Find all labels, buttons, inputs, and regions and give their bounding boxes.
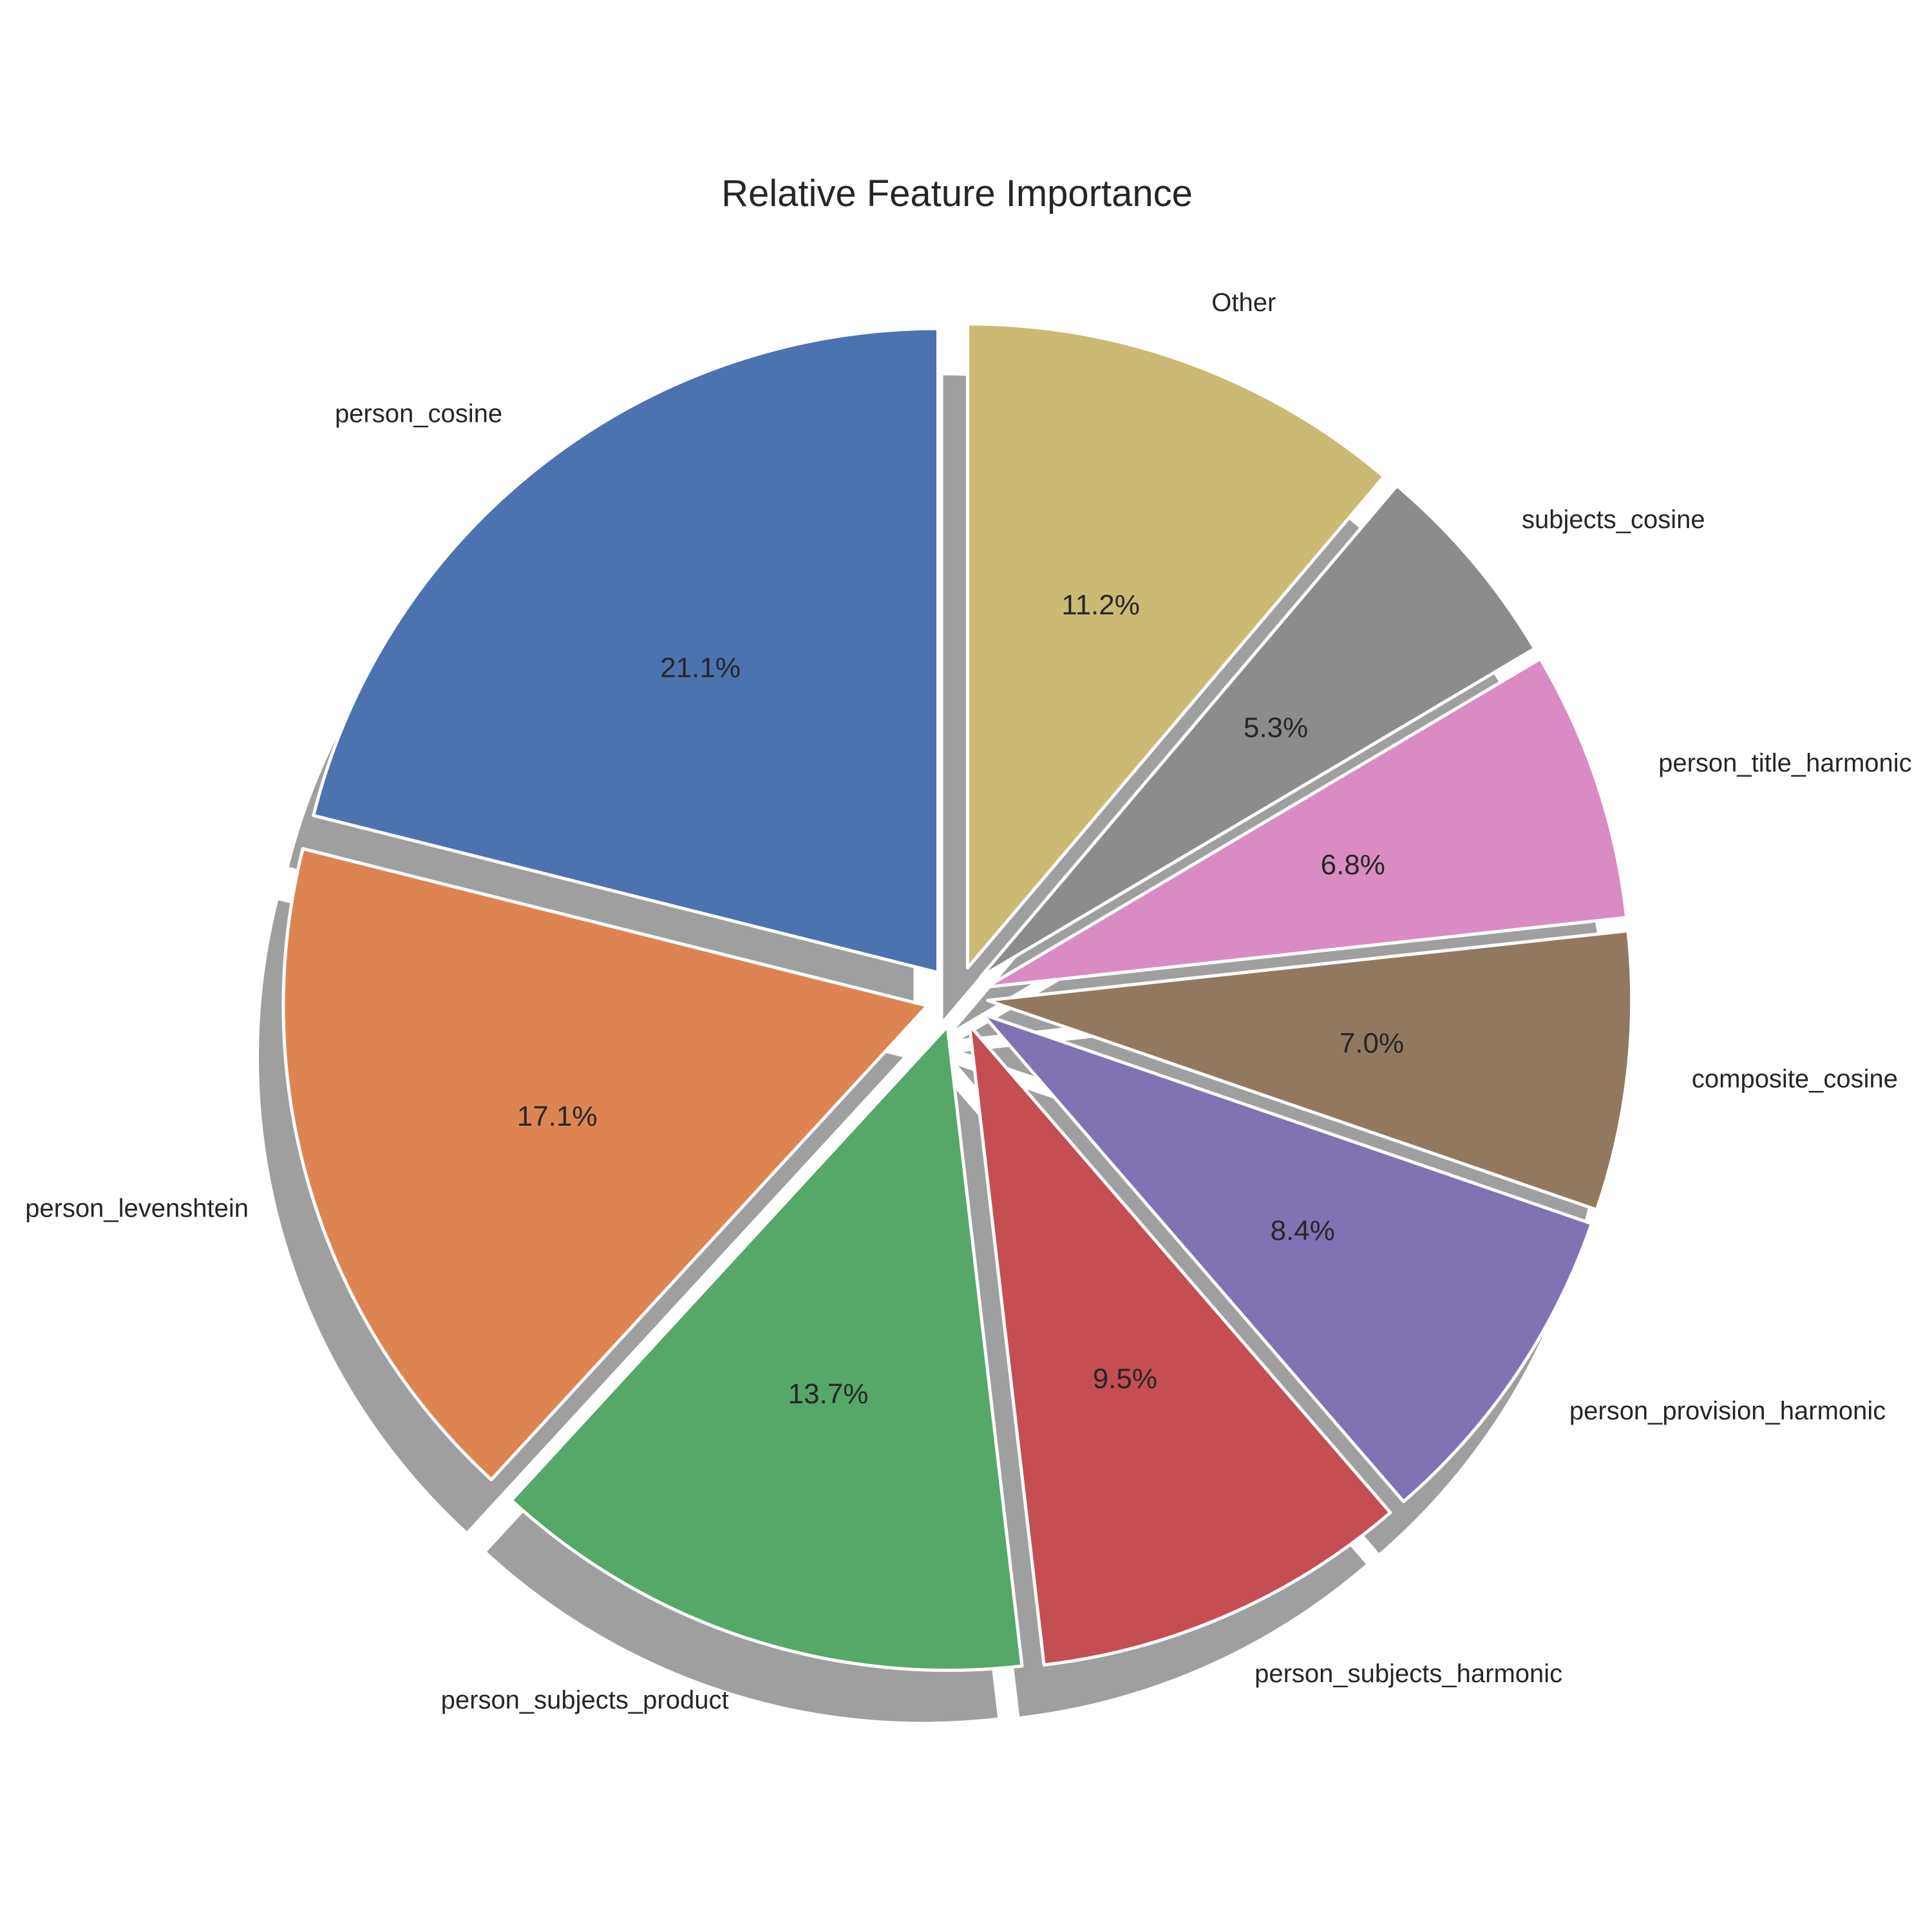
slice-label-person-subjects-product: person_subjects_product bbox=[441, 1686, 729, 1714]
slice-label-person-levenshtein: person_levenshtein bbox=[25, 1195, 249, 1223]
percent-label-person-provision-harmonic: 8.4% bbox=[1271, 1215, 1335, 1247]
percent-label-person-levenshtein: 17.1% bbox=[517, 1101, 598, 1132]
slice-person-provision-harmonic bbox=[981, 1012, 1593, 1504]
chart-title: Relative Feature Importance bbox=[721, 173, 1193, 214]
slice-label-subjects-cosine: subjects_cosine bbox=[1522, 506, 1705, 534]
slice-person-title-harmonic bbox=[985, 657, 1629, 989]
slice-label-other: Other bbox=[1211, 289, 1276, 317]
percent-label-other: 11.2% bbox=[1061, 589, 1140, 621]
slice-label-composite-cosine: composite_cosine bbox=[1692, 1065, 1898, 1094]
slice-person-subjects-product bbox=[509, 1025, 1024, 1672]
percent-label-subjects-cosine: 5.3% bbox=[1244, 712, 1308, 743]
slice-label-person-subjects-harmonic: person_subjects_harmonic bbox=[1255, 1660, 1562, 1688]
slice-other bbox=[966, 322, 1386, 970]
slice-labels: person_cosine person_levenshtein person_su… bbox=[25, 289, 1912, 1714]
pie-slices bbox=[281, 322, 1634, 1672]
slice-label-person-title-harmonic: person_title_harmonic bbox=[1658, 749, 1912, 777]
slice-subjects-cosine bbox=[979, 484, 1537, 979]
slice-label-person-provision-harmonic: person_provision_harmonic bbox=[1569, 1397, 1886, 1425]
percent-label-person-subjects-harmonic: 9.5% bbox=[1093, 1363, 1157, 1395]
slice-composite-cosine bbox=[986, 929, 1634, 1211]
slice-person-levenshtein bbox=[281, 847, 929, 1482]
percent-label-person-title-harmonic: 6.8% bbox=[1321, 849, 1385, 881]
slice-person-subjects-harmonic bbox=[967, 1023, 1392, 1667]
percent-label-person-cosine: 21.1% bbox=[660, 652, 741, 683]
percent-labels: 21.1% 17.1% 13.7% 9.5% 8.4% 7.0% 6.8% 5.3% 11.2% bbox=[517, 589, 1404, 1410]
percent-label-composite-cosine: 7.0% bbox=[1340, 1028, 1404, 1059]
slice-label-person-cosine: person_cosine bbox=[335, 400, 502, 428]
slice-person-cosine bbox=[312, 327, 940, 974]
percent-label-person-subjects-product: 13.7% bbox=[788, 1378, 869, 1410]
